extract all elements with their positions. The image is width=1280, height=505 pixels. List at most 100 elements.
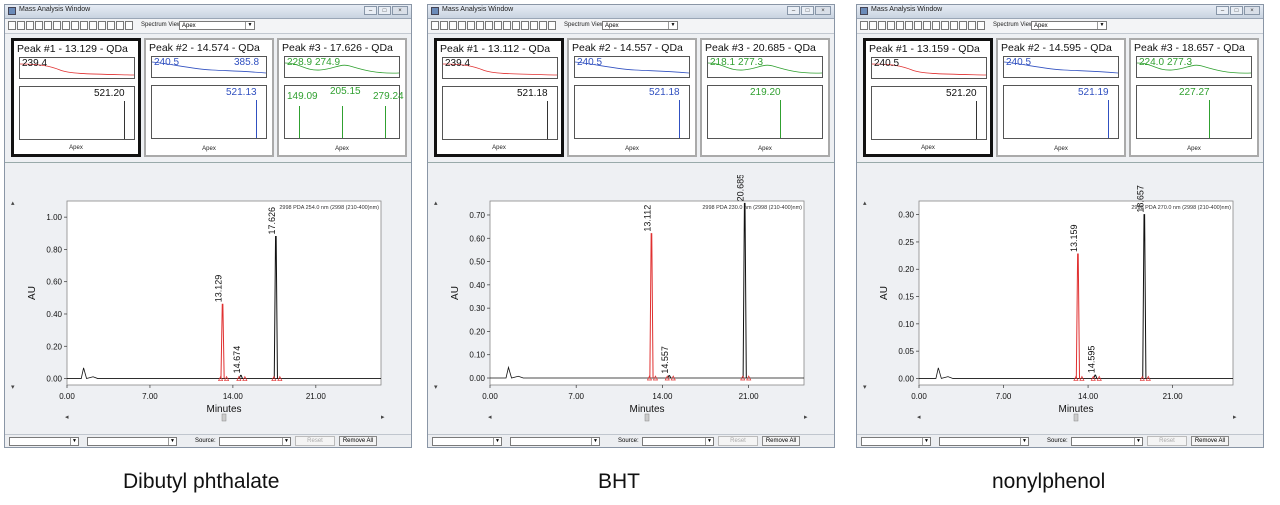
reset-button[interactable]: Reset <box>718 436 758 446</box>
reset-button[interactable]: Reset <box>1147 436 1187 446</box>
chart-icon[interactable] <box>80 21 88 30</box>
peak-panel-3[interactable]: Peak #3 - 18.657 - QDa 224.0 277.3 227.27 Ap… <box>1129 38 1259 157</box>
window-controls: – □ × <box>787 6 831 15</box>
peak-panel-3[interactable]: Peak #3 - 17.626 - QDa 228.9 274.9 149.09 20… <box>277 38 407 157</box>
peak-panel-3[interactable]: Peak #3 - 20.685 - QDa 218.1 277.3 219.20 Ap… <box>700 38 830 157</box>
zoom-icon[interactable] <box>44 21 52 30</box>
print-icon[interactable] <box>26 21 34 30</box>
maximize-button[interactable]: □ <box>378 6 391 15</box>
filter-select-2[interactable]: ▼ <box>87 437 177 446</box>
open-icon[interactable] <box>8 21 16 30</box>
source-select[interactable]: ▼ <box>1071 437 1143 446</box>
help-icon[interactable] <box>968 21 976 30</box>
filter-select-1[interactable]: ▼ <box>861 437 931 446</box>
scroll-left-icon[interactable]: ◂ <box>917 414 921 421</box>
copy-icon[interactable] <box>458 21 466 30</box>
maximize-button[interactable]: □ <box>1230 6 1243 15</box>
pan-icon[interactable] <box>905 21 913 30</box>
redo-icon[interactable] <box>494 21 502 30</box>
minimize-button[interactable]: – <box>787 6 800 15</box>
chart-icon[interactable] <box>932 21 940 30</box>
minimize-button[interactable]: – <box>364 6 377 15</box>
zoom-icon[interactable] <box>896 21 904 30</box>
refresh-icon[interactable] <box>125 21 133 30</box>
filter-select-2[interactable]: ▼ <box>510 437 600 446</box>
chromatogram-svg: 2998 PDA 230.0 nm (2998 (210-400)nm) 0.00… <box>434 174 808 422</box>
scroll-left-icon[interactable]: ◂ <box>488 414 492 421</box>
scroll-down-icon[interactable]: ▾ <box>11 384 15 391</box>
save-icon[interactable] <box>440 21 448 30</box>
remove-all-button[interactable]: Remove All <box>762 436 800 446</box>
scroll-up-icon[interactable]: ▴ <box>863 200 867 207</box>
export-icon[interactable] <box>950 21 958 30</box>
scroll-right-icon[interactable]: ▸ <box>381 414 385 421</box>
open-icon[interactable] <box>431 21 439 30</box>
source-select[interactable]: ▼ <box>219 437 291 446</box>
filter-select-1[interactable]: ▼ <box>9 437 79 446</box>
close-button[interactable]: × <box>392 6 408 15</box>
print-icon[interactable] <box>449 21 457 30</box>
peak-panel-1[interactable]: Peak #1 - 13.129 - QDa 239.4 521.20 Apex <box>11 38 141 157</box>
remove-all-button[interactable]: Remove All <box>339 436 377 446</box>
filter-select-2[interactable]: ▼ <box>939 437 1029 446</box>
peak-trace <box>742 202 747 379</box>
integration-marker <box>652 375 659 381</box>
scroll-up-icon[interactable]: ▴ <box>434 200 438 207</box>
open-icon[interactable] <box>860 21 868 30</box>
settings-icon[interactable] <box>959 21 967 30</box>
apex-label: Apex <box>1187 146 1201 152</box>
close-button[interactable]: × <box>1244 6 1260 15</box>
help-icon[interactable] <box>539 21 547 30</box>
export-icon[interactable] <box>98 21 106 30</box>
filter-select-1[interactable]: ▼ <box>432 437 502 446</box>
redo-icon[interactable] <box>923 21 931 30</box>
peak-panel-1[interactable]: Peak #1 - 13.159 - QDa 240.5 521.20 Apex <box>863 38 993 157</box>
spectrum-view-label: Spectrum View: <box>564 22 606 28</box>
export-icon[interactable] <box>521 21 529 30</box>
refresh-icon[interactable] <box>977 21 985 30</box>
zoom-icon[interactable] <box>467 21 475 30</box>
save-icon[interactable] <box>17 21 25 30</box>
pda-channel-label: 2998 PDA 230.0 nm (2998 (210-400)nm) <box>702 205 802 211</box>
redo-icon[interactable] <box>71 21 79 30</box>
peak-panel-2[interactable]: Peak #2 - 14.557 - QDa 240.5 521.18 Apex <box>567 38 697 157</box>
peak-panel-2[interactable]: Peak #2 - 14.574 - QDa 240.5 385.8 521.13 Ap… <box>144 38 274 157</box>
chart-icon[interactable] <box>503 21 511 30</box>
remove-all-button[interactable]: Remove All <box>1191 436 1229 446</box>
pan-icon[interactable] <box>53 21 61 30</box>
table-icon[interactable] <box>512 21 520 30</box>
copy-icon[interactable] <box>35 21 43 30</box>
source-select[interactable]: ▼ <box>642 437 714 446</box>
print-icon[interactable] <box>878 21 886 30</box>
refresh-icon[interactable] <box>548 21 556 30</box>
peak-panel-2[interactable]: Peak #2 - 14.595 - QDa 240.5 521.19 Apex <box>996 38 1126 157</box>
peak-row: Peak #1 - 13.129 - QDa 239.4 521.20 Apex Pea… <box>7 38 409 159</box>
scroll-down-icon[interactable]: ▾ <box>434 384 438 391</box>
scroll-left-icon[interactable]: ◂ <box>65 414 69 421</box>
undo-icon[interactable] <box>914 21 922 30</box>
scroll-right-icon[interactable]: ▸ <box>804 414 808 421</box>
peak-trace <box>649 233 654 379</box>
table-icon[interactable] <box>89 21 97 30</box>
scroll-right-icon[interactable]: ▸ <box>1233 414 1237 421</box>
table-icon[interactable] <box>941 21 949 30</box>
undo-icon[interactable] <box>62 21 70 30</box>
pan-icon[interactable] <box>476 21 484 30</box>
scroll-down-icon[interactable]: ▾ <box>863 384 867 391</box>
spectrum-view-select[interactable]: Apex ▼ <box>1031 21 1107 30</box>
settings-icon[interactable] <box>530 21 538 30</box>
help-icon[interactable] <box>116 21 124 30</box>
save-icon[interactable] <box>869 21 877 30</box>
scroll-up-icon[interactable]: ▴ <box>11 200 15 207</box>
maximize-button[interactable]: □ <box>801 6 814 15</box>
settings-icon[interactable] <box>107 21 115 30</box>
minimize-button[interactable]: – <box>1216 6 1229 15</box>
reset-button[interactable]: Reset <box>295 436 335 446</box>
copy-icon[interactable] <box>887 21 895 30</box>
undo-icon[interactable] <box>485 21 493 30</box>
close-button[interactable]: × <box>815 6 831 15</box>
spectrum-view-select[interactable]: Apex ▼ <box>179 21 255 30</box>
spectrum-view-select[interactable]: Apex ▼ <box>602 21 678 30</box>
integration-marker <box>646 375 653 381</box>
peak-panel-1[interactable]: Peak #1 - 13.112 - QDa 239.4 521.18 Apex <box>434 38 564 157</box>
